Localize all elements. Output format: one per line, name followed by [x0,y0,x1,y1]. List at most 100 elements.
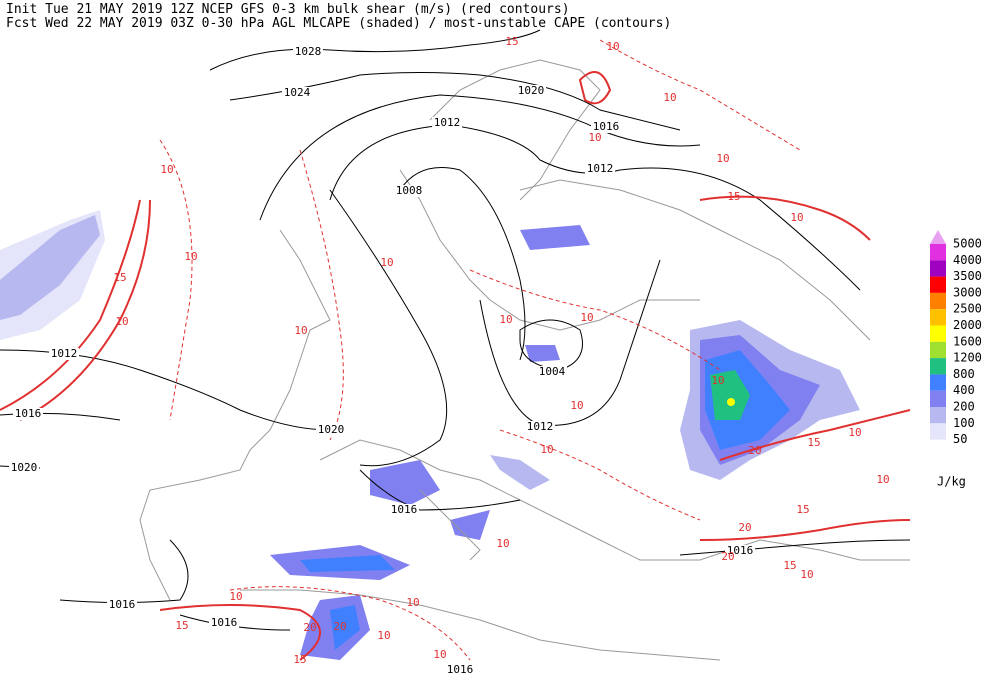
label-bg [445,664,475,676]
shear-contours-dashed [159,39,801,661]
legend-label: 200 [953,400,975,414]
shear-label: 10 [160,163,173,176]
shear-label: 15 [807,436,820,449]
isobar-label: 1016 [211,616,238,629]
shear-label: 10 [184,250,197,263]
shear-label: 10 [800,568,813,581]
shear-label: 10 [580,311,593,324]
isobar-label: 1016 [109,598,136,611]
legend-arrow [930,230,946,244]
isobar-label: 1016 [447,663,474,676]
label-bg [209,617,239,629]
isobar-label: 1012 [51,347,78,360]
shear-label: 10 [380,256,393,269]
legend-label: 3000 [953,285,982,299]
legend-unit: J/kg [937,475,966,489]
legend-label: 2500 [953,302,982,316]
shear-label: 20 [303,621,316,634]
shear-label: 10 [588,131,601,144]
shear-label: 10 [229,590,242,603]
label-bg [394,185,424,197]
label-bg [516,85,546,97]
isobar-label: 1024 [284,86,311,99]
legend-label: 5000 [953,237,982,251]
legend-swatch [930,325,946,342]
shear-label: 15 [293,653,306,666]
shear-label: 10 [663,91,676,104]
shear-label: 10 [570,399,583,412]
legend-label: 1200 [953,351,982,365]
label-bg [107,599,137,611]
legend-label: 3500 [953,269,982,283]
shear-label: 15 [505,35,518,48]
header-line2: Fcst Wed 22 MAY 2019 03Z 0-30 hPa AGL ML… [6,16,671,31]
label-bg [725,545,755,557]
cape-shading [0,210,860,660]
shear-label: 10 [433,648,446,661]
shear-label: 10 [540,443,553,456]
legend-label: 1600 [953,334,982,348]
legend-swatch [930,341,946,359]
label-bg [49,348,79,360]
shear-label: 10 [115,315,128,328]
legend-swatch [930,292,946,310]
label-bg [282,87,312,99]
shear-label: 15 [113,271,126,284]
shear-label: 10 [496,537,509,550]
isobar-label: 1020 [518,84,545,97]
shear-label: 15 [175,619,188,632]
shear-label: 20 [738,521,751,534]
legend-swatch [930,358,946,375]
legend-swatch [930,244,946,261]
coastlines [139,59,910,661]
isobar-label: 1016 [727,544,754,557]
label-bg [316,424,346,436]
legend-swatch [930,374,946,391]
shear-label: 10 [716,152,729,165]
shear-label: 20 [748,444,761,457]
legend-label: 800 [953,367,975,381]
shear-label: 10 [848,426,861,439]
legend-label: 4000 [953,253,982,267]
legend-swatch [930,276,946,293]
shear-label: 15 [796,503,809,516]
legend-swatch [930,423,946,440]
label-bg [389,504,419,516]
shear-label: 10 [499,313,512,326]
isobar-label: 1012 [434,116,461,129]
isobar-label: 1008 [396,184,423,197]
shear-label: 10 [876,473,889,486]
legend-swatch [930,309,946,326]
legend-label: 50 [953,432,967,446]
isobar-label: 1016 [391,503,418,516]
shear-label: 10 [606,40,619,53]
shear-label: 20 [333,620,346,633]
isobar-label: 1016 [593,120,620,133]
label-bg [537,366,567,378]
shear-label: 10 [377,629,390,642]
legend-label: 100 [953,416,975,430]
label-bg [525,421,555,433]
shear-label: 15 [783,559,796,572]
shear-label: 10 [790,211,803,224]
isobar-label: 1020 [318,423,345,436]
shear-label: 10 [711,374,724,387]
isobar-label: 1020 [11,461,38,474]
shear-label: 20 [721,550,734,563]
shear-label: 15 [727,190,740,203]
isobar-label: 1016 [15,407,42,420]
legend: J/kg 5000 4000 3500 3000 2500 2000 1600 1200 800… [930,230,982,489]
shear-label: 10 [294,324,307,337]
legend-swatch [930,260,946,277]
label-bg [591,121,621,133]
isobar-label: 1012 [587,162,614,175]
legend-label: 400 [953,383,975,397]
legend-swatch [930,407,946,424]
isobar-label: 1004 [539,365,566,378]
legend-label: 2000 [953,318,982,332]
label-bg [432,117,462,129]
isobar-label: 1028 [295,45,322,58]
